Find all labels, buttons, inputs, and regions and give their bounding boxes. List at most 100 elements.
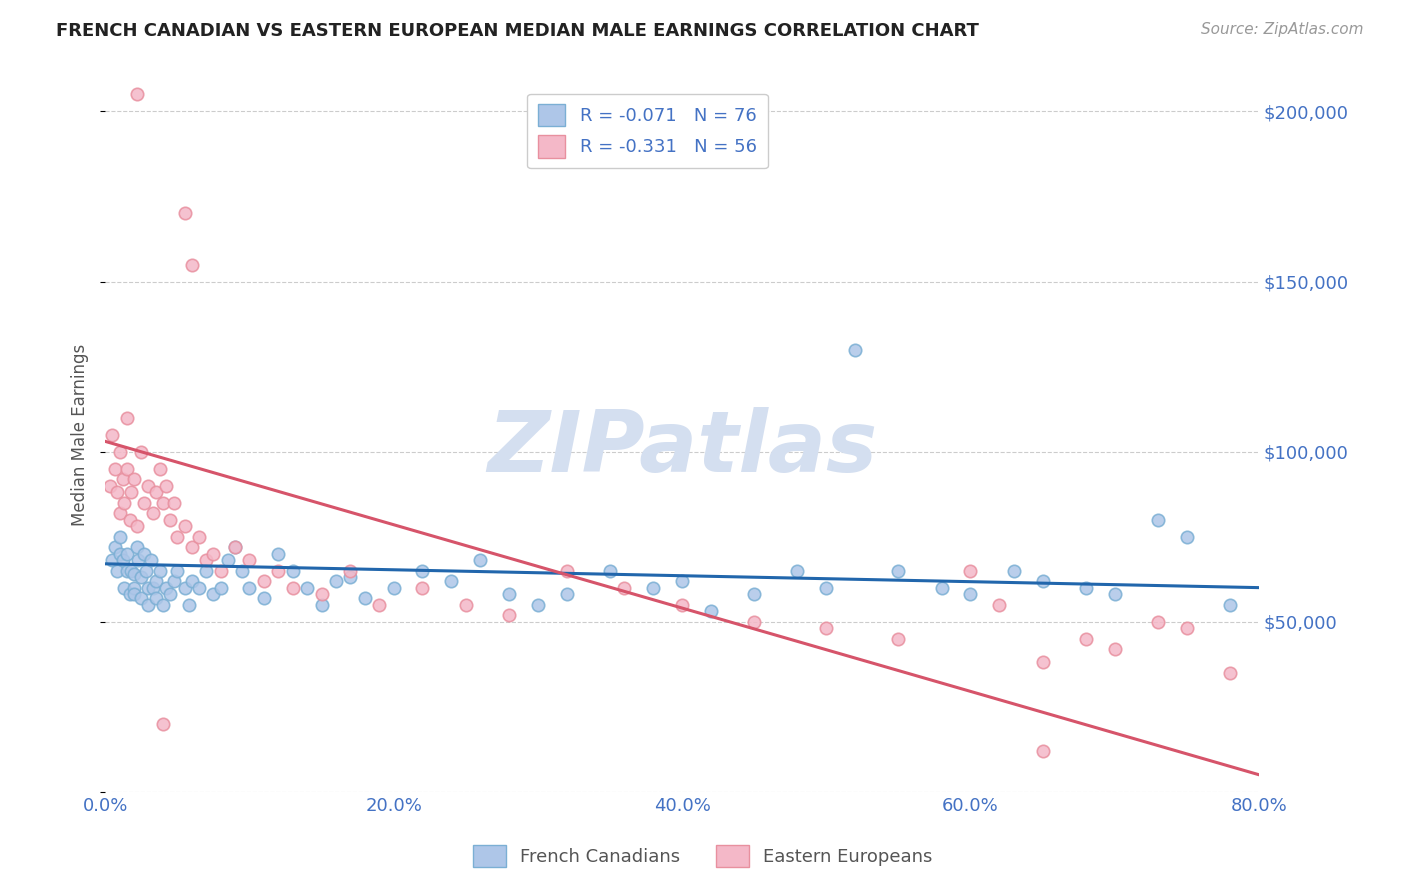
Point bbox=[173, 206, 195, 220]
Point bbox=[173, 581, 195, 595]
Point bbox=[671, 574, 693, 588]
Point bbox=[555, 587, 578, 601]
Point bbox=[311, 598, 333, 612]
Point bbox=[120, 564, 142, 578]
Point bbox=[166, 530, 188, 544]
Point bbox=[134, 495, 156, 509]
Point bbox=[115, 564, 138, 578]
Legend: R = -0.071   N = 76, R = -0.331   N = 56: R = -0.071 N = 76, R = -0.331 N = 56 bbox=[527, 94, 768, 169]
Point bbox=[125, 540, 148, 554]
Y-axis label: Median Male Earnings: Median Male Earnings bbox=[72, 343, 89, 525]
Point bbox=[105, 485, 128, 500]
Point bbox=[217, 553, 239, 567]
Point bbox=[1074, 632, 1097, 646]
Point bbox=[152, 598, 174, 612]
Point bbox=[129, 591, 152, 605]
Point bbox=[105, 564, 128, 578]
Point bbox=[815, 622, 838, 636]
Point bbox=[1104, 587, 1126, 601]
Point bbox=[138, 581, 160, 595]
Text: ZIPatlas: ZIPatlas bbox=[486, 408, 877, 491]
Point bbox=[129, 570, 152, 584]
Point bbox=[138, 478, 160, 492]
Point bbox=[155, 581, 177, 595]
Point bbox=[1219, 598, 1241, 612]
Point bbox=[887, 564, 910, 578]
Point bbox=[163, 574, 186, 588]
Point bbox=[111, 472, 134, 486]
Point bbox=[149, 564, 172, 578]
Point bbox=[138, 598, 160, 612]
Point bbox=[145, 574, 167, 588]
Text: FRENCH CANADIAN VS EASTERN EUROPEAN MEDIAN MALE EARNINGS CORRELATION CHART: FRENCH CANADIAN VS EASTERN EUROPEAN MEDI… bbox=[56, 22, 979, 40]
Point bbox=[1147, 513, 1170, 527]
Point bbox=[209, 564, 232, 578]
Point bbox=[122, 472, 145, 486]
Point bbox=[125, 519, 148, 533]
Point bbox=[599, 564, 621, 578]
Point bbox=[122, 587, 145, 601]
Point bbox=[166, 564, 188, 578]
Point bbox=[187, 530, 209, 544]
Point bbox=[931, 581, 953, 595]
Point bbox=[115, 410, 138, 425]
Point bbox=[127, 553, 149, 567]
Point bbox=[118, 587, 141, 601]
Point bbox=[527, 598, 550, 612]
Point bbox=[339, 564, 361, 578]
Point bbox=[108, 547, 131, 561]
Point bbox=[339, 570, 361, 584]
Point bbox=[742, 587, 765, 601]
Point bbox=[253, 591, 276, 605]
Point bbox=[134, 547, 156, 561]
Point bbox=[142, 581, 165, 595]
Point bbox=[209, 581, 232, 595]
Point bbox=[142, 506, 165, 520]
Point bbox=[177, 598, 200, 612]
Point bbox=[112, 495, 135, 509]
Point bbox=[111, 553, 134, 567]
Point bbox=[887, 632, 910, 646]
Point bbox=[202, 547, 225, 561]
Point bbox=[149, 461, 172, 475]
Point bbox=[155, 478, 177, 492]
Point bbox=[108, 444, 131, 458]
Point bbox=[671, 598, 693, 612]
Point bbox=[195, 564, 218, 578]
Point bbox=[238, 581, 260, 595]
Point bbox=[115, 547, 138, 561]
Point bbox=[1147, 615, 1170, 629]
Point bbox=[104, 461, 127, 475]
Text: Source: ZipAtlas.com: Source: ZipAtlas.com bbox=[1201, 22, 1364, 37]
Point bbox=[325, 574, 347, 588]
Point bbox=[98, 478, 121, 492]
Point bbox=[281, 564, 304, 578]
Point bbox=[163, 495, 186, 509]
Point bbox=[382, 581, 405, 595]
Point bbox=[1104, 641, 1126, 656]
Point bbox=[224, 540, 246, 554]
Point bbox=[411, 581, 433, 595]
Point bbox=[1002, 564, 1025, 578]
Point bbox=[267, 547, 290, 561]
Legend: French Canadians, Eastern Europeans: French Canadians, Eastern Europeans bbox=[465, 838, 941, 874]
Point bbox=[253, 574, 276, 588]
Point bbox=[101, 427, 124, 442]
Point bbox=[180, 258, 202, 272]
Point bbox=[815, 581, 838, 595]
Point bbox=[295, 581, 318, 595]
Point bbox=[267, 564, 290, 578]
Point bbox=[108, 530, 131, 544]
Point bbox=[129, 444, 152, 458]
Point bbox=[159, 513, 181, 527]
Point bbox=[120, 485, 142, 500]
Point bbox=[440, 574, 463, 588]
Point bbox=[786, 564, 808, 578]
Point bbox=[1175, 530, 1198, 544]
Point bbox=[231, 564, 253, 578]
Point bbox=[844, 343, 866, 357]
Point bbox=[135, 564, 157, 578]
Point bbox=[959, 564, 981, 578]
Point bbox=[643, 581, 665, 595]
Point bbox=[152, 716, 174, 731]
